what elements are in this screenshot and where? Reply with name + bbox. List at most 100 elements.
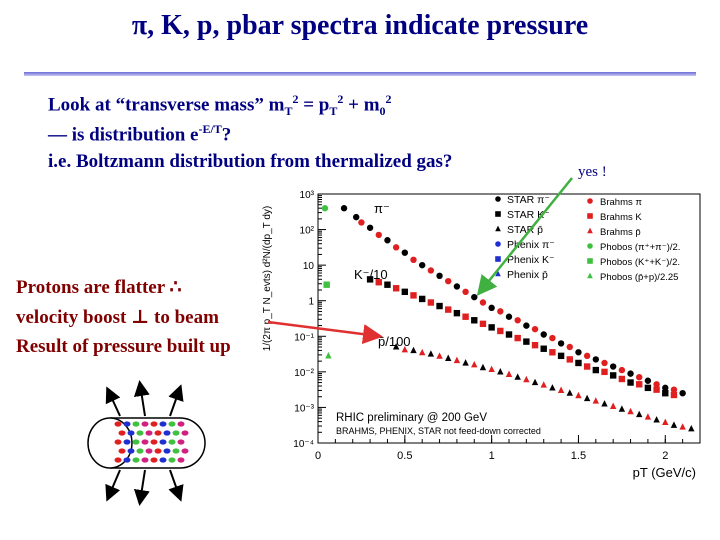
data-point xyxy=(618,366,626,374)
data-point xyxy=(618,375,626,383)
particle xyxy=(172,448,180,454)
data-point xyxy=(653,386,660,393)
particle xyxy=(150,421,158,427)
legend-marker xyxy=(495,256,501,262)
data-point xyxy=(436,272,443,280)
data-point xyxy=(601,359,608,367)
data-point xyxy=(471,360,478,368)
data-point xyxy=(358,219,365,226)
particle xyxy=(132,439,140,445)
data-point xyxy=(427,267,435,274)
data-point xyxy=(445,354,452,361)
particle xyxy=(118,430,126,436)
particle xyxy=(168,421,176,427)
series-layer xyxy=(321,205,695,432)
legend-label: Phenix p̄ xyxy=(507,269,548,281)
particle xyxy=(163,430,171,436)
data-point xyxy=(523,375,530,383)
legend-label: Brahms π xyxy=(600,197,642,208)
particle xyxy=(159,421,167,427)
legend-marker xyxy=(587,198,593,204)
data-point xyxy=(644,384,652,392)
data-point xyxy=(392,343,400,350)
transverse-mass-line: Look at “transverse mass” mT2 = pT2 + m0… xyxy=(48,92,392,119)
data-point xyxy=(679,423,686,430)
data-point xyxy=(557,340,565,347)
legend-label: Brahms K xyxy=(600,212,642,223)
data-point xyxy=(340,205,348,212)
data-point xyxy=(488,324,495,331)
x-tick-label: 1 xyxy=(489,450,495,462)
yes-note: yes ! xyxy=(578,164,607,180)
data-point xyxy=(566,356,573,363)
flow-arrow xyxy=(105,386,121,417)
data-point xyxy=(427,299,435,306)
data-point xyxy=(505,331,513,338)
boltzmann-line: i.e. Boltzmann distribution from thermal… xyxy=(48,151,453,172)
data-point xyxy=(627,370,634,377)
data-point xyxy=(514,373,521,380)
data-point xyxy=(323,281,330,288)
legend-marker xyxy=(495,196,501,202)
data-point xyxy=(497,327,504,335)
data-point xyxy=(609,402,617,409)
y-tick-label: 10⁻⁴ xyxy=(293,439,314,450)
data-point xyxy=(592,366,600,374)
x-tick-label: 2 xyxy=(662,450,668,462)
flow-arrow xyxy=(133,380,150,417)
data-point xyxy=(618,405,626,412)
decorations xyxy=(87,177,573,506)
data-point xyxy=(436,352,443,359)
legend-marker xyxy=(587,272,593,279)
legend-marker xyxy=(495,211,501,217)
data-point xyxy=(679,390,686,397)
particle xyxy=(132,421,140,427)
particle xyxy=(114,421,122,427)
particle xyxy=(150,439,158,445)
data-point xyxy=(514,334,521,342)
data-point xyxy=(670,421,678,428)
data-point xyxy=(653,416,660,423)
y-tick-label: 10 xyxy=(303,261,315,272)
data-point xyxy=(644,413,652,420)
series-phobos-k-k-2- xyxy=(323,281,330,288)
y-axis-label: 1/(2π p_T N_evts) d²N/(dp_T dy) xyxy=(262,206,273,351)
data-point xyxy=(575,349,582,356)
data-point xyxy=(575,359,582,367)
data-point xyxy=(471,293,478,301)
data-point xyxy=(540,345,547,352)
x-tick-label: 1.5 xyxy=(571,450,586,462)
data-point xyxy=(366,276,374,283)
data-point xyxy=(662,418,669,425)
particle xyxy=(123,457,131,463)
data-point xyxy=(366,224,374,231)
rhic-annotation: RHIC preliminary @ 200 GeV xyxy=(336,412,487,424)
title-divider xyxy=(24,72,696,76)
data-point xyxy=(592,356,600,363)
particle xyxy=(123,421,131,427)
flow-arrow xyxy=(133,469,150,506)
legend-label: STAR π⁻ xyxy=(507,194,550,206)
distribution-line: — is distribution e-E/T? xyxy=(48,122,232,146)
particle xyxy=(141,457,149,463)
kaon-annotation: K⁻/10 xyxy=(354,267,388,282)
particle xyxy=(163,448,171,454)
data-point xyxy=(401,346,409,353)
data-point xyxy=(601,400,608,407)
data-point xyxy=(453,283,461,290)
y-tick-label: 10² xyxy=(300,226,315,237)
legend-marker xyxy=(495,241,501,247)
series-brahms- xyxy=(358,219,678,393)
data-point xyxy=(523,322,530,329)
particle xyxy=(168,457,176,463)
particle xyxy=(132,457,140,463)
particle xyxy=(150,457,158,463)
y-tick-label: 10⁻² xyxy=(294,368,314,379)
data-point xyxy=(505,370,513,377)
legend-label: STAR p̄ xyxy=(507,224,543,236)
particle xyxy=(141,421,149,427)
legend-label: Phobos (p̄+p)/2.25 xyxy=(600,272,678,283)
flow-arrow xyxy=(105,469,121,502)
legend-label: Phobos (K⁺+K⁻)/2. xyxy=(600,257,680,268)
data-point xyxy=(636,410,643,418)
